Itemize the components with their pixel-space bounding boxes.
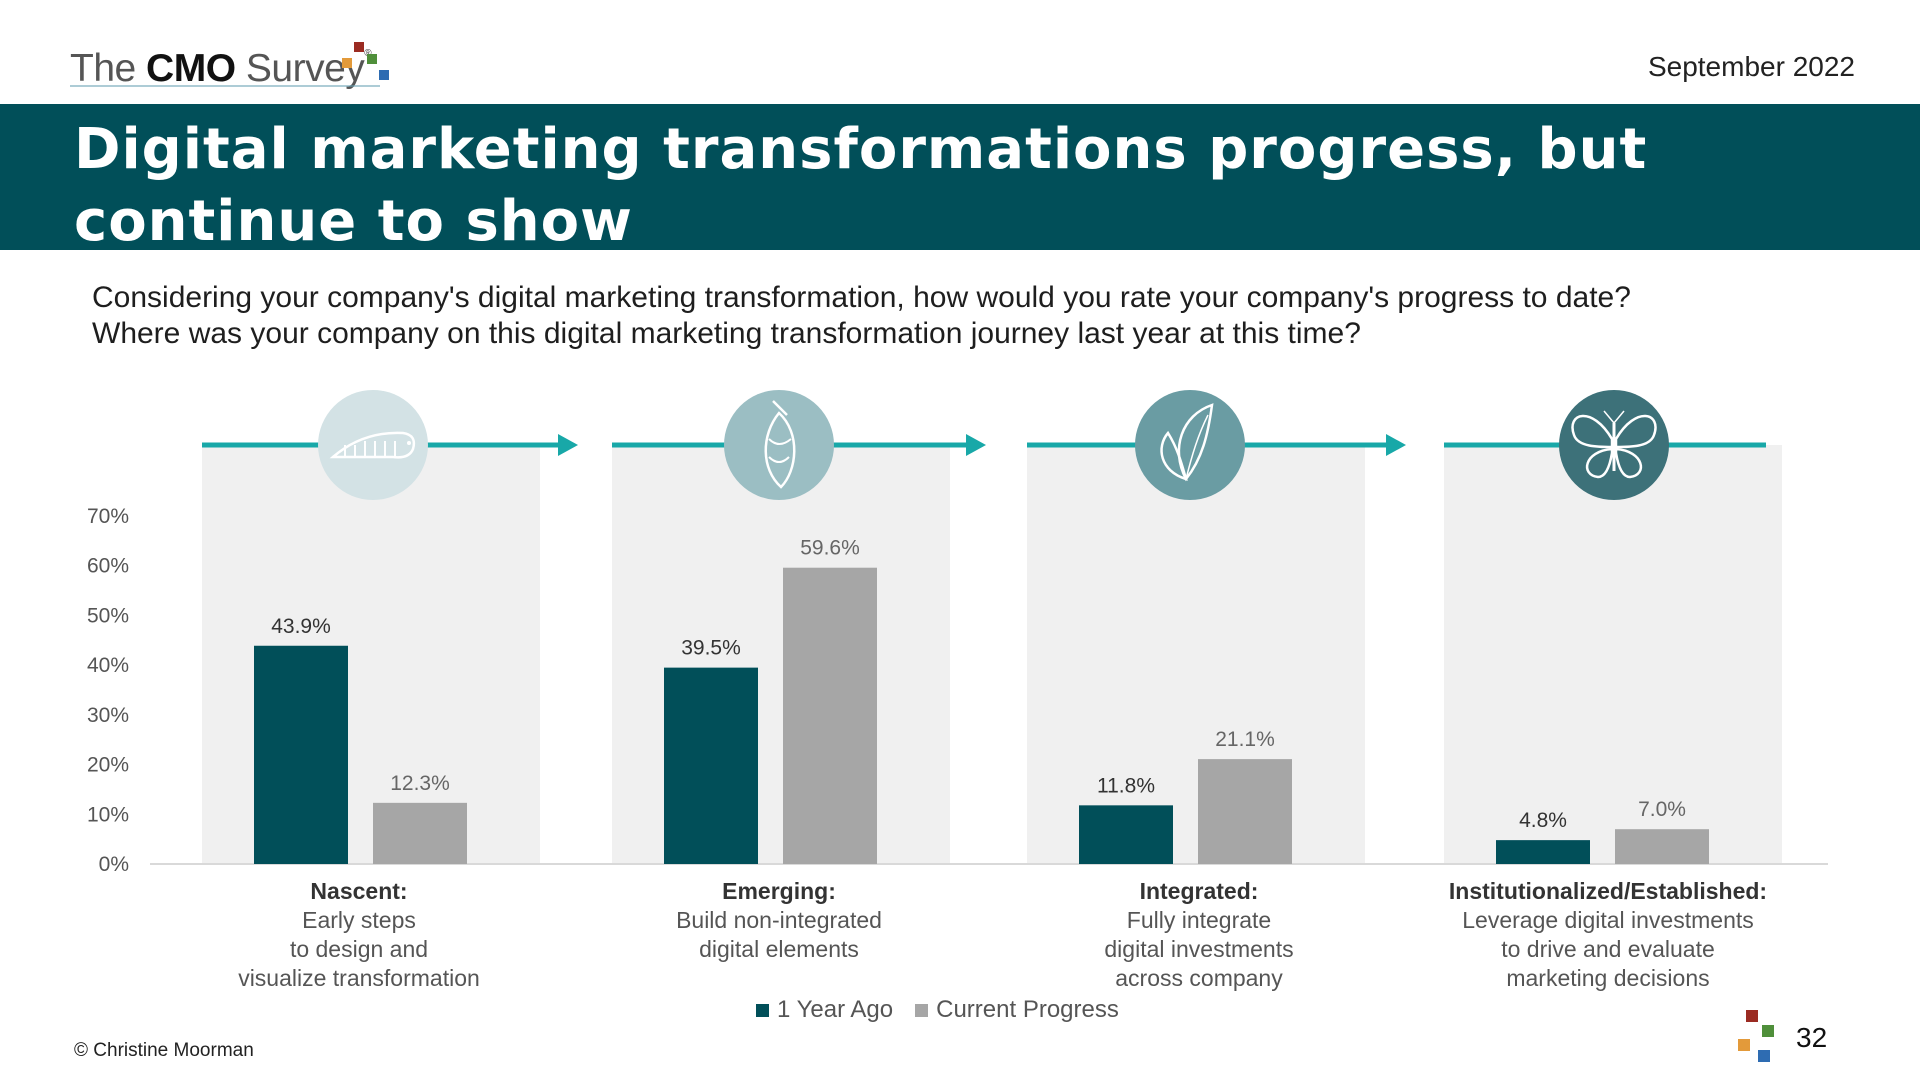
data-label-1-year-ago-nascent: 43.9% [271,615,331,638]
bar-current-progress-emerging [783,567,877,864]
title-band: Digital marketing transformations progre… [0,104,1920,326]
cmo-survey-logo: The CMO Survey® [70,38,372,90]
question-line-2: Where was your company on this digital m… [92,317,1361,350]
category-label-integrated: Integrated: Fully integrate digital invest… [1009,876,1389,993]
logo-registered-mark: ® [364,48,371,59]
caterpillar-icon [318,390,428,500]
journey-arrowhead-3 [1386,434,1406,456]
bar-current-progress-integrated [1198,759,1292,864]
logo-bold: CMO [146,47,236,90]
page-title-line-2: room for growth [74,261,606,326]
y-tick-label: 40% [87,654,129,677]
category-title: Institutionalized/Established: [1448,878,1768,904]
data-label-1-year-ago-integrated: 11.8% [1097,774,1155,797]
category-title: Nascent: [310,878,408,904]
category-title: Integrated: [1139,878,1259,904]
page-title: Digital marketing transformations progre… [74,114,1874,330]
y-axis: 0% 10% 20% 30% 40% 50% 60% 70% [87,505,129,876]
y-tick-label: 50% [87,604,129,627]
y-tick-label: 20% [87,754,129,777]
category-description-line: to drive and evaluate [1501,936,1715,962]
data-label-current-progress-nascent: 12.3% [390,772,450,795]
category-description-line: across company [1115,965,1283,991]
butterfly-icon [1559,390,1669,500]
legend-item-current-progress: Current Progress [915,996,1119,1024]
stage-icons [318,390,1669,500]
category-label-emerging: Emerging: Build non-integrated digital ele… [589,876,969,964]
category-description-line: digital elements [699,936,859,962]
report-date: September 2022 [1647,51,1855,82]
y-tick-label: 60% [87,555,129,578]
page-number: 32 [1796,1022,1828,1053]
stage-panels [202,445,1782,864]
category-description-line: to design and [289,936,429,962]
y-tick-label: 10% [87,803,129,826]
y-tick-label: 0% [99,853,129,876]
bar-1-year-ago-nascent [254,645,348,864]
stage-panel-emerging [612,445,950,864]
logo-underline [70,85,380,87]
bar-1-year-ago-institutionalized-established [1496,840,1590,864]
y-tick-label: 70% [87,505,129,528]
data-label-current-progress-emerging: 59.6% [800,537,860,560]
y-tick-label: 30% [87,704,129,727]
category-label-nascent: Nascent: Early steps to design and visualiz… [169,876,549,993]
page-title-line-1: Digital marketing transformations progre… [74,117,1648,254]
copyright: © Christine Moorman [74,1040,254,1061]
category-title: Emerging: [722,878,836,904]
logo-suffix: Survey [235,47,365,90]
legend-swatch-current-progress [915,1003,929,1017]
survey-question: Considering your company's digital marke… [92,280,1852,352]
bars [254,567,1709,864]
legend-label-1-year-ago: 1 Year Ago [777,996,894,1023]
legend-label-current-progress: Current Progress [936,996,1119,1023]
bar-1-year-ago-emerging [664,667,758,864]
legend-item-1-year-ago: 1 Year Ago [756,996,893,1024]
data-label-current-progress-integrated: 21.1% [1215,728,1275,751]
category-description-line: Early steps [302,907,416,933]
legend-swatch-1-year-ago [756,1003,769,1017]
logo-squares-icon [342,40,404,85]
category-label-institutionalized-established: Institutionalized/Established: Leverage d… [1418,876,1798,993]
logo-prefix: The [70,47,147,90]
bar-current-progress-nascent [373,802,467,864]
stage-panel-integrated [1027,445,1365,864]
footer-squares-icon [1738,1010,1792,1062]
data-label-1-year-ago-emerging: 39.5% [681,637,741,660]
question-line-1: Considering your company's digital marke… [92,281,1631,314]
category-description-line: Fully integrate [1126,907,1272,933]
bar-current-progress-institutionalized-established [1615,829,1709,864]
stage-panel-nascent [202,445,540,864]
bar-1-year-ago-integrated [1079,805,1173,864]
data-label-1-year-ago-institutionalized-established: 4.8% [1519,809,1567,832]
chrysalis-icon [724,390,834,500]
journey-arrowhead-2 [966,434,986,456]
category-description-line: digital investments [1104,936,1294,962]
data-label-current-progress-institutionalized-established: 7.0% [1638,798,1686,821]
category-description-line: Leverage digital investments [1462,907,1754,933]
journey-arrowhead-1 [558,434,578,456]
logo-text: The CMO Survey® [70,47,372,90]
stage-panel-institutionalized-established [1444,445,1782,864]
category-description-line: marketing decisions [1506,965,1710,991]
chart-legend: 1 Year Ago Current Progress [756,996,1141,1024]
category-description-line: visualize transformation [238,965,480,991]
butterfly-side-icon [1135,390,1245,500]
category-description-line: Build non-integrated [676,907,882,933]
data-labels: 43.9% 39.5% 11.8% 4.8% 12.3% 59.6% 21.1% 7.0% [271,537,1686,832]
